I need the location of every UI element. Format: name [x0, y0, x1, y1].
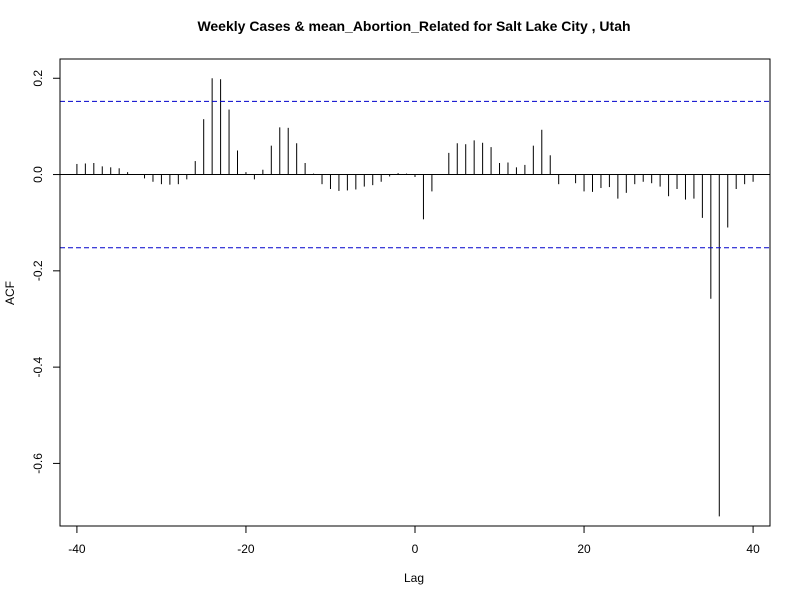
x-axis: -40 -20 0 20 40: [68, 525, 760, 556]
x-tick-label: -20: [237, 542, 255, 556]
y-axis-label: ACF: [3, 281, 17, 305]
y-tick-label: 0.0: [31, 166, 45, 183]
x-tick-label: -40: [68, 542, 86, 556]
x-tick-label: 20: [577, 542, 591, 556]
y-tick-label: -0.4: [31, 356, 45, 377]
x-tick-label: 0: [412, 542, 419, 556]
y-tick-label: 0.2: [31, 70, 45, 87]
x-axis-label: Lag: [404, 571, 424, 585]
x-tick-label: 40: [746, 542, 760, 556]
acf-bars: [76, 78, 754, 517]
chart-title: Weekly Cases & mean_Abortion_Related for…: [197, 18, 630, 34]
plot-frame: [59, 58, 771, 527]
y-tick-label: -0.2: [31, 260, 45, 281]
y-axis: 0.2 0.0 -0.2 -0.4 -0.6: [31, 70, 61, 474]
y-tick-label: -0.6: [31, 453, 45, 474]
